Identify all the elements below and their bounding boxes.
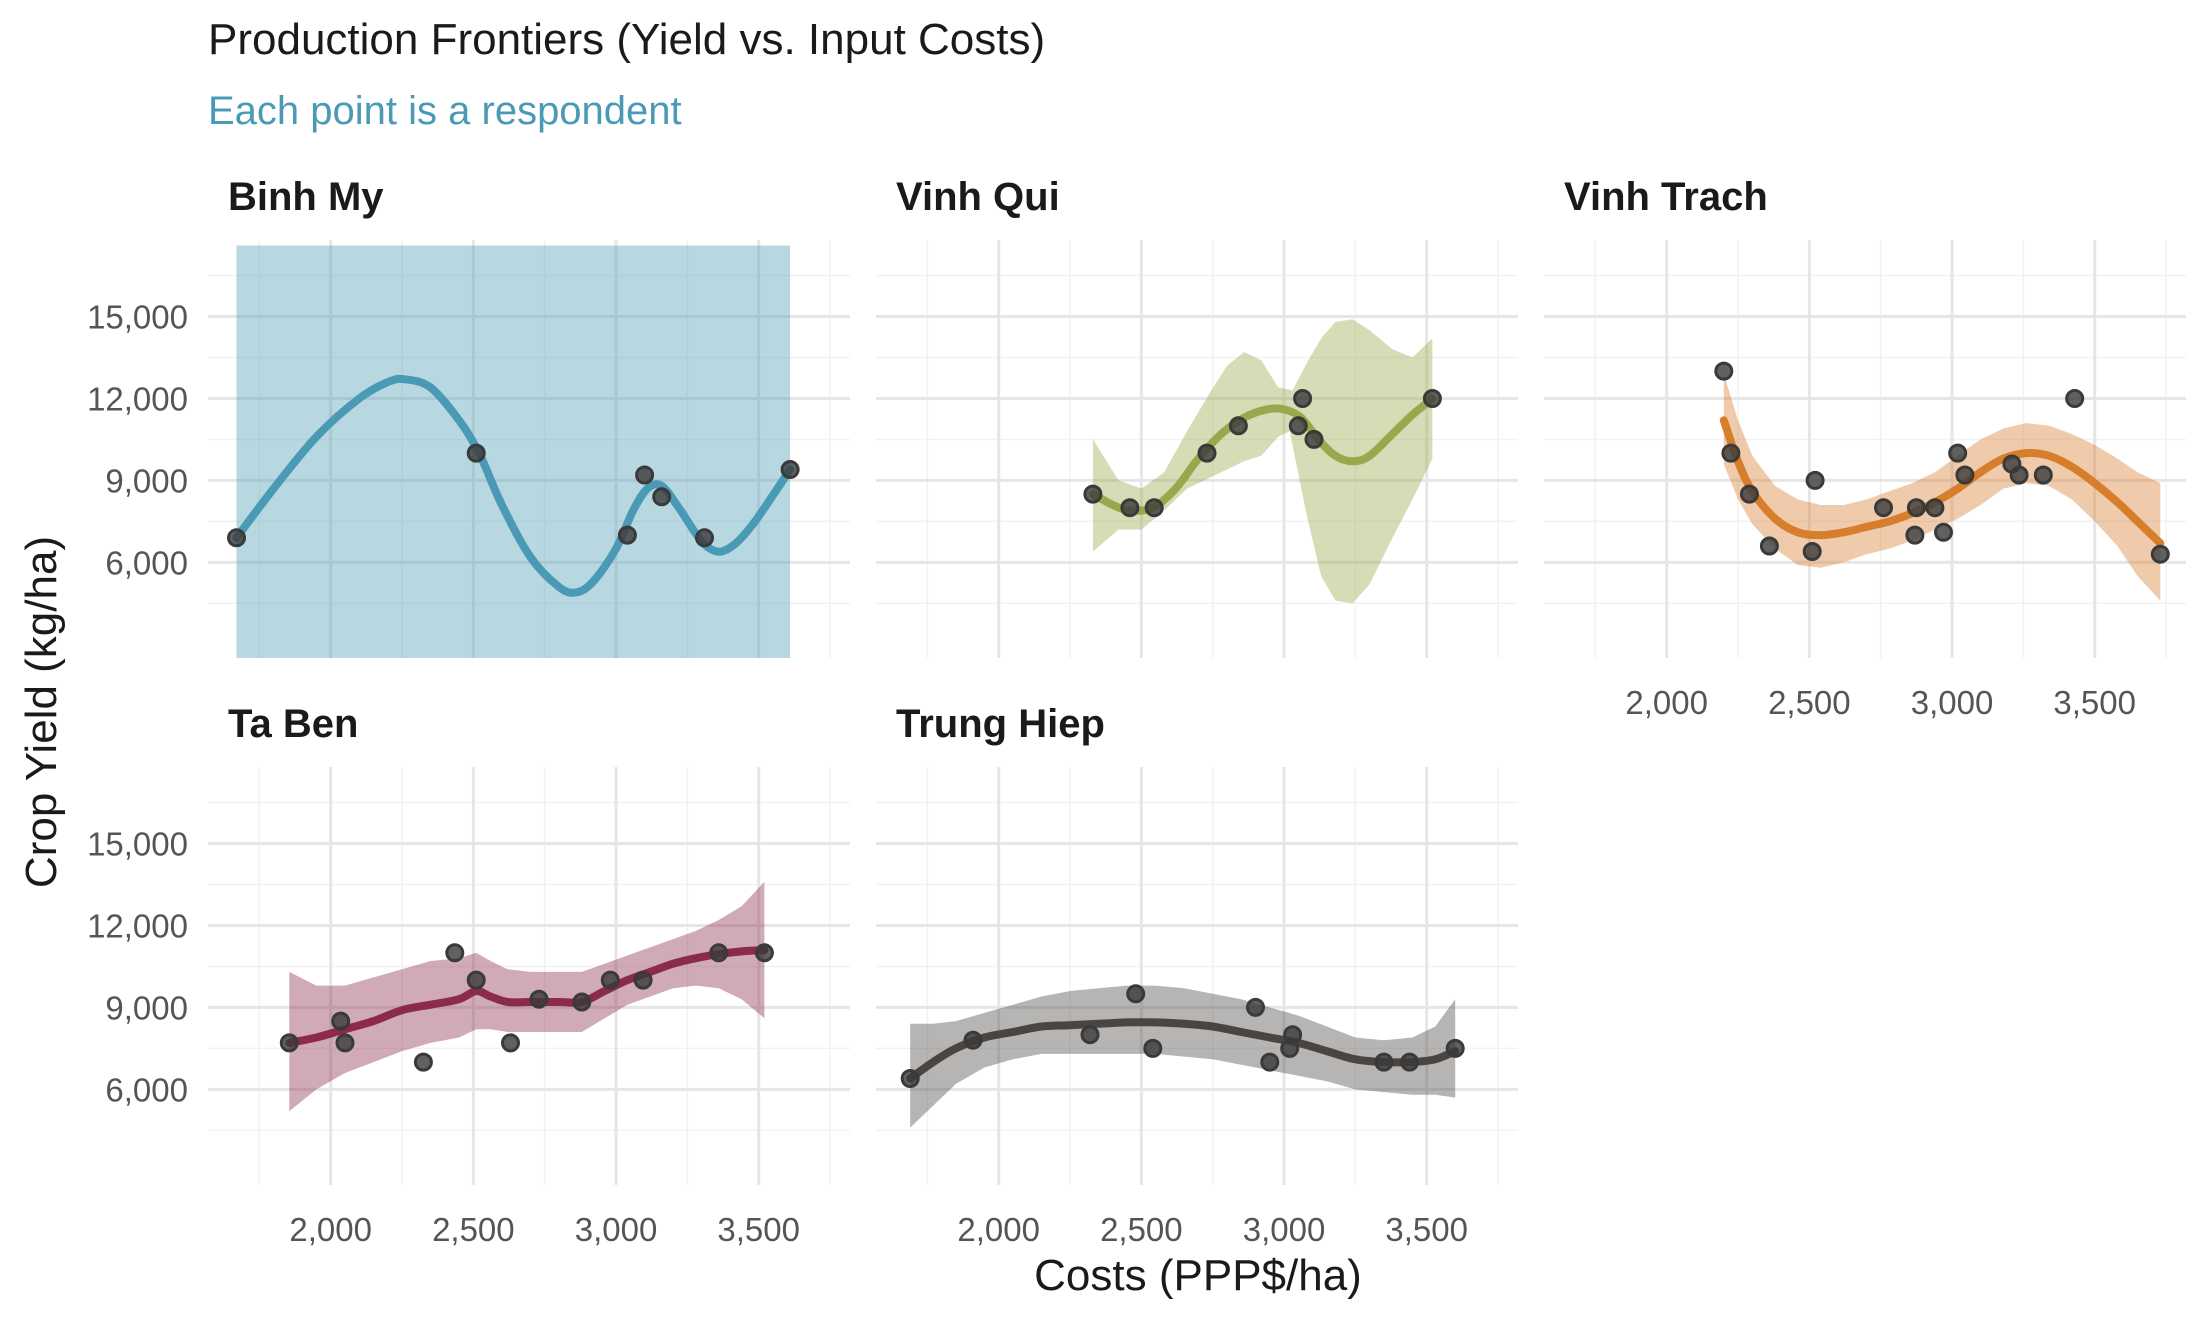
data-point (1083, 484, 1103, 504)
data-point (1802, 542, 1822, 561)
x-tick-label: 3,000 (575, 1211, 658, 1248)
panel-strip-label: Ta Ben (228, 702, 358, 746)
data-point (445, 943, 465, 963)
data-point (1445, 1038, 1465, 1058)
data-point (900, 1069, 920, 1088)
fit-line (232, 374, 795, 597)
y-tick-label: 12,000 (87, 380, 188, 417)
x-tick-label: 2,500 (1100, 1211, 1183, 1248)
data-point (1721, 443, 1741, 463)
panel-strip-label: Binh My (228, 175, 384, 219)
y-tick-label: 15,000 (87, 298, 188, 335)
data-point (1739, 484, 1759, 504)
x-tick-label: 2,000 (289, 1211, 372, 1248)
confidence-band (1092, 319, 1433, 604)
data-point (754, 943, 774, 963)
data-point (1805, 470, 1825, 490)
panel-strip-label: Vinh Trach (1564, 175, 1768, 219)
data-point (709, 943, 729, 963)
data-point (2065, 389, 2085, 408)
data-point (1759, 536, 1779, 556)
data-point (600, 970, 620, 990)
data-point (2009, 465, 2029, 485)
x-axis-title: Costs (PPP$/ha) (1034, 1251, 1362, 1300)
x-tick-label: 3,500 (1385, 1211, 1468, 1248)
data-point (1283, 1025, 1303, 1045)
panel-vinh-qui: Vinh Qui (876, 175, 1518, 658)
x-tick-label: 3,500 (717, 1211, 800, 1248)
data-point (1374, 1052, 1394, 1072)
data-point (1934, 522, 1953, 542)
data-point (617, 525, 637, 545)
chart-title: Production Frontiers (Yield vs. Input Co… (208, 15, 1045, 64)
panel-strip-label: Vinh Qui (896, 175, 1060, 219)
data-point (695, 528, 714, 548)
x-tick-label: 2,000 (1625, 684, 1708, 721)
panel-strip-label: Trung Hiep (896, 702, 1105, 746)
data-point (633, 970, 653, 990)
panel-trung-hiep: Trung Hiep 2,000 2,500 3,000 3,500 (876, 702, 1518, 1248)
data-point (1422, 389, 1442, 408)
data-point (635, 465, 655, 485)
data-point (652, 487, 672, 507)
y-tick-label: 6,000 (105, 544, 188, 581)
x-tick-label: 3,000 (1911, 684, 1994, 721)
data-point (1400, 1052, 1420, 1072)
data-point (501, 1033, 520, 1053)
panel-binh-my: Binh My 6,000 9,000 12,000 15,000 (87, 175, 850, 658)
x-tick-label: 2,500 (1768, 684, 1851, 721)
panel-vinh-trach: Vinh Trach 2,000 2,500 3,000 3,500 (1544, 175, 2186, 721)
x-tick-label: 3,000 (1243, 1211, 1326, 1248)
data-point (1120, 498, 1140, 518)
data-point (1714, 361, 1734, 381)
data-point (1925, 498, 1945, 518)
y-tick-label: 9,000 (105, 989, 188, 1026)
confidence-band (1723, 373, 2161, 601)
data-point (963, 1030, 983, 1050)
data-point (279, 1033, 299, 1053)
y-tick-label: 15,000 (87, 825, 188, 862)
data-point (2150, 544, 2170, 564)
data-point (1197, 443, 1217, 463)
x-tick-label: 2,500 (432, 1211, 515, 1248)
confidence-band (289, 881, 765, 1112)
data-point (331, 1011, 351, 1031)
data-point (1288, 416, 1308, 436)
panel-ta-ben: Ta Ben 6,000 9,000 12,000 15,000 2,000 2,500 3,… (87, 702, 850, 1248)
data-point (335, 1033, 355, 1053)
data-point (529, 989, 549, 1009)
y-tick-label: 12,000 (87, 907, 188, 944)
confidence-band (910, 985, 1456, 1128)
x-tick-label: 2,000 (957, 1211, 1040, 1248)
data-point (1293, 389, 1313, 408)
data-point (1228, 416, 1248, 436)
chart-subtitle: Each point is a respondent (208, 89, 682, 133)
confidence-band (236, 245, 791, 658)
data-point (227, 528, 246, 548)
data-point (1906, 498, 1926, 518)
data-point (1260, 1052, 1280, 1072)
data-point (466, 970, 486, 990)
data-point (1246, 997, 1265, 1017)
data-point (1080, 1025, 1100, 1045)
data-point (2033, 465, 2053, 485)
y-tick-label: 6,000 (105, 1071, 188, 1108)
data-point (413, 1052, 433, 1072)
data-point (1304, 429, 1324, 449)
data-point (1143, 1038, 1163, 1058)
data-point (1948, 443, 1968, 463)
data-point (466, 443, 486, 463)
y-axis-title: Crop Yield (kg/ha) (17, 536, 66, 888)
data-point (1955, 465, 1975, 485)
data-point (1905, 525, 1925, 545)
y-tick-label: 9,000 (105, 462, 188, 499)
x-tick-label: 3,500 (2053, 684, 2136, 721)
data-point (1126, 984, 1146, 1004)
data-point (1874, 498, 1893, 518)
data-point (1144, 498, 1164, 518)
data-point (572, 992, 592, 1012)
data-point (780, 460, 800, 479)
